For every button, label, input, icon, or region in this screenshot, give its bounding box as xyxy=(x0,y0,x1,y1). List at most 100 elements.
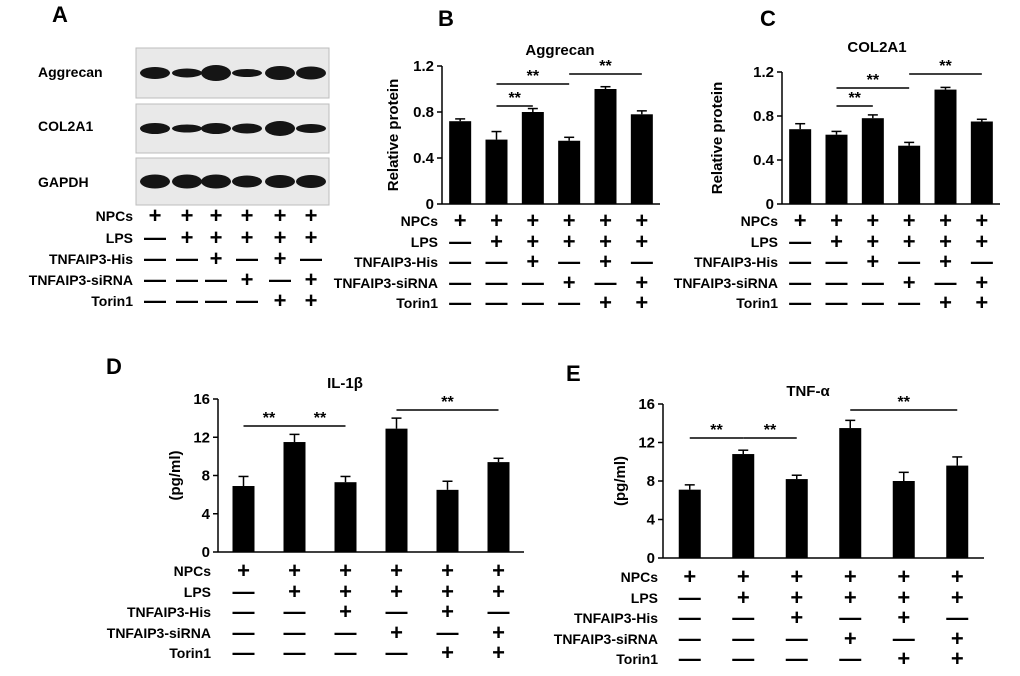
blot-band xyxy=(201,174,231,189)
plus-sign: + xyxy=(441,599,454,624)
bar xyxy=(825,134,848,204)
condition-label: TNFAIP3-His xyxy=(354,254,438,270)
y-tick-label: 16 xyxy=(638,396,655,413)
plus-sign: + xyxy=(635,290,648,315)
blot-band xyxy=(296,124,326,133)
y-axis-label: Relative protein xyxy=(385,79,402,192)
minus-sign: — xyxy=(144,225,166,250)
plus-sign: + xyxy=(951,626,964,651)
plus-sign: + xyxy=(794,208,807,233)
condition-label: NPCs xyxy=(174,563,212,579)
minus-sign: — xyxy=(679,626,701,651)
significance-label: ** xyxy=(898,394,911,411)
plus-sign: + xyxy=(599,290,612,315)
bar xyxy=(732,454,755,558)
minus-sign: — xyxy=(449,270,471,295)
plus-sign: + xyxy=(975,229,988,254)
bar xyxy=(436,489,459,552)
y-tick-label: 12 xyxy=(638,435,655,452)
minus-sign: — xyxy=(679,646,701,671)
bar xyxy=(487,462,510,552)
minus-sign: — xyxy=(558,249,580,274)
plus-sign: + xyxy=(790,564,803,589)
y-axis-label: (pg/ml) xyxy=(167,451,184,501)
plus-sign: + xyxy=(897,605,910,630)
plus-sign: + xyxy=(975,208,988,233)
plus-sign: + xyxy=(274,288,287,313)
plus-sign: + xyxy=(339,579,352,604)
chart-title: Aggrecan xyxy=(525,42,594,59)
condition-label: TNFAIP3-siRNA xyxy=(107,625,211,641)
panel-label: B xyxy=(438,6,454,31)
minus-sign: — xyxy=(826,290,848,315)
condition-label: Torin1 xyxy=(169,645,211,661)
plus-sign: + xyxy=(441,640,454,665)
condition-label: Torin1 xyxy=(616,651,658,667)
treatment-matrix: NPCs + + + + + +LPS — + + + + +TNFAIP3-His — — + — + —TNFA… xyxy=(334,208,653,315)
minus-sign: — xyxy=(786,646,808,671)
y-axis-label: (pg/ml) xyxy=(612,456,629,506)
treatment-matrix: NPCs + + + + + +LPS — + + + + +TNFAIP3-His — — + — + —TNFA… xyxy=(674,208,993,315)
blot-band xyxy=(265,66,295,80)
plus-sign: + xyxy=(563,208,576,233)
plus-sign: + xyxy=(339,599,352,624)
y-tick-label: 0.4 xyxy=(753,152,775,169)
minus-sign: — xyxy=(789,249,811,274)
minus-sign: — xyxy=(236,246,258,271)
plus-sign: + xyxy=(830,208,843,233)
blot-band xyxy=(140,174,170,189)
condition-label: Torin1 xyxy=(396,295,438,311)
bar xyxy=(785,479,808,558)
condition-label: TNFAIP3-siRNA xyxy=(554,631,658,647)
y-tick-label: 0.8 xyxy=(753,108,774,125)
minus-sign: — xyxy=(679,605,701,630)
minus-sign: — xyxy=(732,626,754,651)
minus-sign: — xyxy=(893,626,915,651)
plus-sign: + xyxy=(210,225,223,250)
plus-sign: + xyxy=(599,249,612,274)
plus-sign: + xyxy=(975,270,988,295)
minus-sign: — xyxy=(284,599,306,624)
bar xyxy=(449,121,472,204)
plus-sign: + xyxy=(492,579,505,604)
condition-label: TNFAIP3-siRNA xyxy=(29,272,133,288)
minus-sign: — xyxy=(449,229,471,254)
significance-label: ** xyxy=(441,394,454,411)
bar xyxy=(970,121,993,204)
bar xyxy=(485,139,508,204)
plus-sign: + xyxy=(563,229,576,254)
chart-panel-c: C COL2A1 Relative protein 0 0.4 0.8 1.2 ** ** ** N… xyxy=(674,6,1000,315)
y-tick-label: 0.8 xyxy=(413,104,434,121)
plus-sign: + xyxy=(241,203,254,228)
condition-label: LPS xyxy=(751,234,778,250)
minus-sign: — xyxy=(233,579,255,604)
plus-sign: + xyxy=(599,229,612,254)
treatment-matrix: NPCs + + + + + +LPS — + + + + +TNFAIP3-His — — + — + —TNFA… xyxy=(107,558,510,665)
y-tick-label: 0 xyxy=(766,196,774,213)
minus-sign: — xyxy=(144,288,166,313)
panel-label: C xyxy=(760,6,776,31)
minus-sign: — xyxy=(558,290,580,315)
minus-sign: — xyxy=(488,599,510,624)
minus-sign: — xyxy=(300,246,322,271)
plus-sign: + xyxy=(897,646,910,671)
bar xyxy=(630,114,653,204)
minus-sign: — xyxy=(826,249,848,274)
y-tick-label: 4 xyxy=(202,506,211,523)
plus-sign: + xyxy=(599,208,612,233)
panel-label: E xyxy=(566,361,581,386)
minus-sign: — xyxy=(971,249,993,274)
condition-label: NPCs xyxy=(741,213,779,229)
plus-sign: + xyxy=(844,564,857,589)
bar xyxy=(594,89,617,204)
minus-sign: — xyxy=(144,246,166,271)
plus-sign: + xyxy=(526,249,539,274)
minus-sign: — xyxy=(935,270,957,295)
plus-sign: + xyxy=(939,249,952,274)
minus-sign: — xyxy=(437,620,459,645)
plus-sign: + xyxy=(181,203,194,228)
blot-band xyxy=(265,121,295,136)
minus-sign: — xyxy=(732,646,754,671)
